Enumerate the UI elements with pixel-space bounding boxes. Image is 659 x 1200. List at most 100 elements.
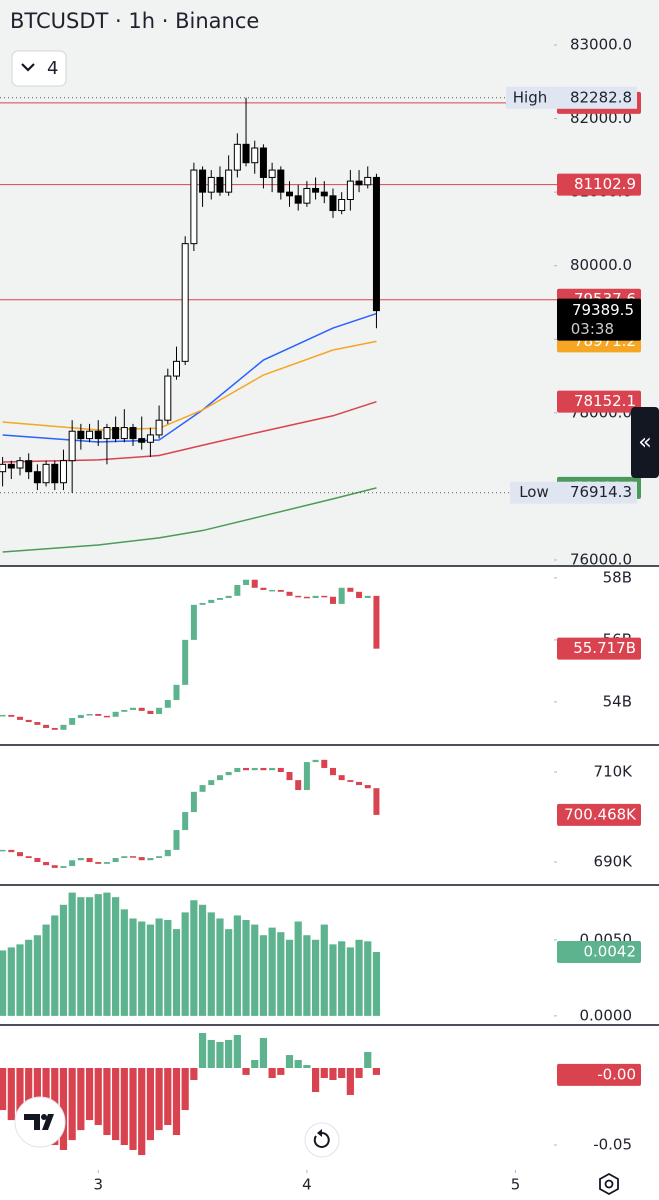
candle-body (190, 169, 198, 245)
histogram-bar (242, 1067, 250, 1075)
indicator-count: 4 (47, 58, 58, 79)
candle-body (164, 700, 171, 708)
histogram-bar (364, 1051, 372, 1068)
indicator-toggle[interactable]: 4 (11, 50, 67, 87)
price-badge-label: 81102.9 (574, 175, 636, 193)
candle-body (216, 775, 223, 781)
candle-body (321, 595, 328, 598)
histogram-bar (146, 924, 155, 1016)
histogram-bar (16, 1067, 24, 1126)
candle-body (138, 438, 146, 443)
histogram-bar (198, 904, 207, 1016)
candle-body (112, 711, 119, 717)
histogram-bar (242, 920, 250, 1016)
candle-body (156, 707, 163, 714)
candle-body (147, 710, 154, 714)
histogram-bar (172, 1067, 181, 1136)
histogram-bar (259, 1037, 268, 1068)
histogram-bar (285, 939, 294, 1016)
histogram-bar (120, 909, 128, 1016)
histogram-bar (285, 1055, 294, 1068)
candle-body (190, 791, 197, 813)
last-price: 79389.5 (572, 301, 634, 319)
candle-body (208, 780, 215, 786)
price-badge (557, 940, 641, 963)
extreme-badge (506, 86, 637, 109)
candle-body (251, 767, 258, 771)
histogram-bar (7, 947, 15, 1016)
candle-body (138, 857, 145, 861)
candle-body (364, 785, 371, 789)
candle-body (207, 176, 215, 193)
histogram-bar (138, 921, 146, 1016)
histogram-bar (112, 897, 120, 1016)
histogram-bar (216, 918, 224, 1016)
candle-body (181, 243, 189, 362)
histogram-bar (112, 1067, 120, 1141)
histogram-bar (155, 918, 163, 1016)
histogram-bar (225, 1039, 233, 1068)
candle-body (199, 602, 206, 605)
histogram-bar (207, 912, 215, 1016)
candle-body (320, 191, 328, 197)
histogram-bar (59, 904, 68, 1016)
histogram-bar (138, 1067, 146, 1156)
y-tick-label: -0.05 (593, 1136, 632, 1154)
histogram-bar (181, 1067, 189, 1111)
candle-body (234, 767, 241, 773)
price-badge-label: 55.717B (573, 639, 636, 657)
candle-body (164, 849, 171, 857)
candle-body (86, 713, 93, 716)
histogram-bar (164, 1067, 172, 1126)
candle-body (43, 724, 50, 728)
candle-body (277, 767, 284, 773)
candle-body (356, 781, 363, 786)
candle-body (77, 857, 84, 861)
histogram-bar (346, 1067, 354, 1095)
chart-title: BTCUSDT · 1h · Binance (10, 9, 259, 33)
tradingview-logo[interactable] (14, 1096, 66, 1148)
candle-body (173, 830, 180, 850)
candle-body (95, 713, 102, 716)
settings-button[interactable] (599, 1172, 619, 1196)
x-tick-label: 5 (511, 1176, 521, 1194)
histogram-bar (233, 1035, 241, 1068)
y-tick-label: 58B (603, 568, 632, 586)
candle-body (338, 587, 345, 604)
histogram-bar (268, 1067, 276, 1079)
histogram-bar (320, 1067, 328, 1079)
histogram-bar (146, 1067, 155, 1141)
histogram-bar (268, 927, 276, 1016)
histogram-bar (59, 1067, 68, 1150)
x-tick-label: 4 (302, 1176, 312, 1194)
histogram-bar (68, 1067, 76, 1141)
candle-body (77, 714, 84, 719)
histogram-bar (172, 929, 181, 1016)
y-tick-label: 0.0000 (580, 1006, 633, 1024)
candle-body (156, 856, 163, 858)
candle-body (16, 460, 24, 469)
price-badge (557, 637, 641, 660)
reset-button[interactable] (304, 1122, 340, 1158)
histogram-bar (303, 1065, 311, 1068)
candle-body (121, 856, 128, 858)
candle-body (68, 430, 76, 462)
candle-body (120, 427, 128, 440)
candle-body (225, 595, 232, 599)
candle-body (130, 856, 137, 858)
histogram-bar (33, 935, 41, 1016)
candle-body (112, 427, 120, 440)
histogram-bar (216, 1041, 224, 1068)
candle-body (25, 719, 32, 723)
histogram-bar (311, 1067, 320, 1093)
price-badge-label: 700.468K (564, 805, 637, 823)
candle-body (25, 856, 32, 858)
candle-body (0, 849, 6, 852)
candle-body (329, 767, 336, 776)
side-panel-tab[interactable]: « (631, 407, 659, 478)
candle-body (312, 187, 320, 193)
histogram-bar (277, 1067, 285, 1075)
y-tick-label: 710K (594, 763, 634, 781)
candle-body (346, 180, 354, 201)
candle-body (225, 169, 233, 193)
